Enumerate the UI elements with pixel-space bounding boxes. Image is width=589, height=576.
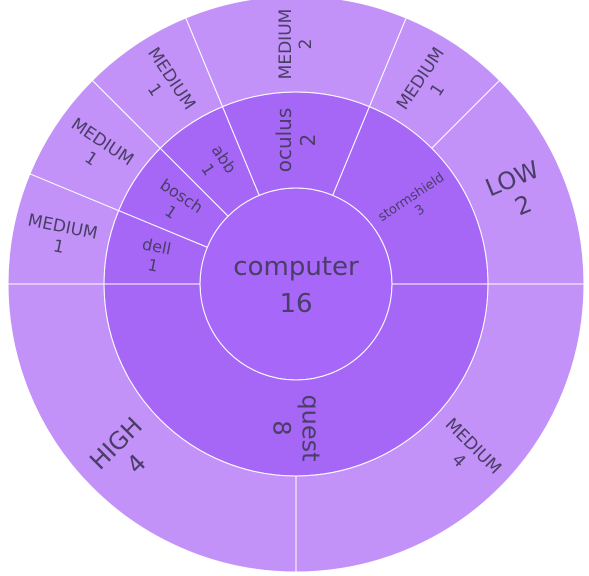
sunburst-label-quest-text-1: 8 (268, 420, 296, 435)
sunburst-label-oculus-text-0: oculus (272, 108, 296, 173)
sunburst-sector-quest-high (7, 283, 297, 573)
sunburst-label-dell-medium-text-1: 1 (51, 236, 66, 258)
sunburst-label-oculus-text-1: 2 (296, 134, 320, 147)
sunburst-label-oculus-medium: MEDIUM 2 (276, 9, 316, 80)
sunburst-label-dell-text-1: 1 (146, 255, 160, 276)
sunburst-label-quest-text-0: quest (296, 394, 324, 461)
sunburst-sector-oculus-medium (185, 0, 407, 108)
sunburst-label-oculus-medium-text-1: 2 (296, 39, 316, 50)
sunburst-label-oculus-medium-text-0: MEDIUM (276, 9, 296, 80)
sunburst-sector-quest-medium (295, 283, 585, 573)
sunburst-label-oculus: oculus 2 (272, 108, 320, 173)
root-value-text: 16 (279, 289, 312, 319)
sunburst-sector-stormshield-low (431, 79, 585, 285)
root-name-text: computer (233, 252, 359, 282)
sunburst-root-label: computer 16 (233, 252, 359, 319)
sunburst-root-sector (199, 187, 393, 381)
